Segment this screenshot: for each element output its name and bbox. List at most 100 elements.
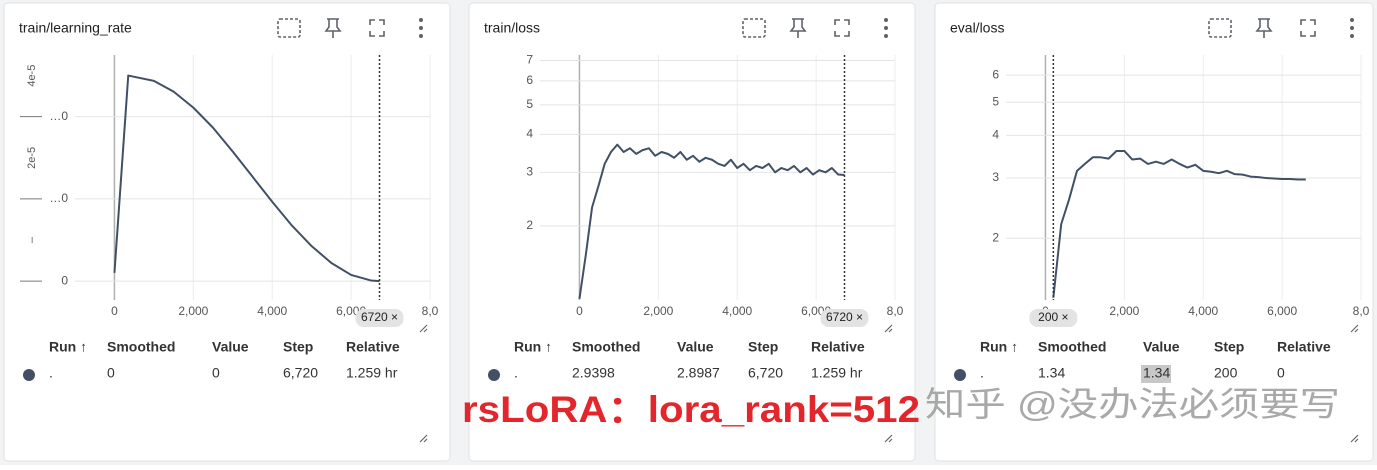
x-tick-label: 2,000 <box>1109 304 1139 318</box>
x-tick-label: 0 <box>111 304 118 318</box>
y-tick-label: …0 <box>49 191 68 205</box>
panel <box>3 2 451 462</box>
x-tick-label: 8,0 <box>1353 304 1370 318</box>
table-cell: 2.8987 <box>677 365 720 381</box>
panel-title: train/loss <box>484 20 540 36</box>
series-line <box>113 74 380 283</box>
y-tick-label: 6 <box>526 73 533 87</box>
menu-dot <box>419 18 423 22</box>
menu-icon[interactable] <box>1350 18 1354 38</box>
panel <box>468 2 916 462</box>
resize-handle <box>1350 324 1359 333</box>
resize-handle <box>1350 434 1359 443</box>
table-header: Relative <box>811 339 865 355</box>
table-header: Step <box>283 339 313 355</box>
x-tick-label: 8,0 <box>887 304 904 318</box>
watermark: 知乎 @没办法必须要写 <box>925 386 1340 424</box>
table-cell: . <box>980 365 984 381</box>
x-tick-label: 2,000 <box>643 304 673 318</box>
y-tick-label: 5 <box>526 97 533 111</box>
table-cell: 1.259 hr <box>811 365 863 381</box>
table-header: Relative <box>1277 339 1331 355</box>
menu-dot <box>1350 26 1354 30</box>
x-tick-label: 0 <box>576 304 583 318</box>
y-tick-label: 4 <box>526 127 533 141</box>
y-tick-label: 3 <box>992 170 999 184</box>
table-cell: . <box>49 365 53 381</box>
table-cell: 6,720 <box>748 365 783 381</box>
x-tick-label: 4,000 <box>257 304 287 318</box>
table-header[interactable]: Run ↑ <box>514 339 552 355</box>
run-swatch <box>488 369 500 381</box>
y-tick-label-rotated: – <box>26 236 38 243</box>
menu-icon[interactable] <box>419 18 423 38</box>
table-cell: 6,720 <box>283 365 318 381</box>
step-marker-chip <box>1029 309 1078 327</box>
y-tick-label: 2 <box>992 230 999 244</box>
table-cell: 0 <box>1277 365 1285 381</box>
series-line <box>1052 149 1306 298</box>
y-tick-label: 5 <box>992 94 999 108</box>
y-tick-label: 6 <box>992 67 999 81</box>
table-cell: 1.34 <box>1038 365 1065 381</box>
panel-title: eval/loss <box>950 20 1004 36</box>
table-header: Smoothed <box>1038 339 1106 355</box>
fullscreen-icon[interactable] <box>369 19 385 37</box>
y-tick-label: 3 <box>526 165 533 179</box>
run-swatch <box>954 369 966 381</box>
y-tick-label-rotated: 2e-5 <box>26 147 38 169</box>
step-marker-label[interactable]: 6720 × <box>826 310 863 324</box>
step-marker-chip <box>820 309 869 327</box>
table-header: Step <box>1214 339 1244 355</box>
table-header: Smoothed <box>107 339 175 355</box>
table-header: Value <box>1143 339 1180 355</box>
table-cell: 1.34 <box>1143 365 1170 381</box>
y-tick-label: …0 <box>49 109 68 123</box>
menu-dot <box>1350 34 1354 38</box>
table-cell: 0 <box>107 365 115 381</box>
step-marker-label[interactable]: 200 × <box>1038 310 1068 324</box>
table-header[interactable]: Run ↑ <box>49 339 87 355</box>
x-tick-label: 8,0 <box>422 304 439 318</box>
menu-icon[interactable] <box>884 18 888 38</box>
pin-icon[interactable] <box>1255 18 1273 38</box>
table-cell: 2.9398 <box>572 365 615 381</box>
series-line <box>578 143 845 299</box>
panel <box>934 2 1374 462</box>
step-marker-label[interactable]: 6720 × <box>361 310 398 324</box>
fullscreen-icon[interactable] <box>1300 19 1316 37</box>
x-tick-label: 2,000 <box>178 304 208 318</box>
fit-icon[interactable] <box>1208 18 1232 38</box>
menu-dot <box>419 34 423 38</box>
toolbar <box>277 18 423 38</box>
resize-handle <box>419 434 428 443</box>
step-marker-chip <box>355 309 404 327</box>
table-cell: . <box>514 365 518 381</box>
pin-icon[interactable] <box>324 18 342 38</box>
menu-dot <box>884 26 888 30</box>
table-header: Step <box>748 339 778 355</box>
resize-handle <box>419 324 428 333</box>
table-header[interactable]: Run ↑ <box>980 339 1018 355</box>
menu-dot <box>884 18 888 22</box>
table-cell: 200 <box>1214 365 1238 381</box>
cell-highlight <box>1141 365 1171 383</box>
pin-icon[interactable] <box>789 18 807 38</box>
x-tick-label: 4,000 <box>1188 304 1218 318</box>
table-cell: 0 <box>212 365 220 381</box>
resize-handle <box>884 434 893 443</box>
fullscreen-icon[interactable] <box>834 19 850 37</box>
fit-icon[interactable] <box>742 18 766 38</box>
annotation: rsLoRA：lora_rank=512 <box>462 389 920 430</box>
table-header: Value <box>212 339 249 355</box>
panel-title: train/learning_rate <box>19 20 132 36</box>
y-tick-label: 0 <box>61 273 68 287</box>
y-tick-label-rotated: 4e-5 <box>26 65 38 87</box>
fit-icon[interactable] <box>277 18 301 38</box>
x-tick-label: 4,000 <box>722 304 752 318</box>
y-tick-label: 4 <box>992 128 999 142</box>
toolbar <box>1208 18 1354 38</box>
table-header: Value <box>677 339 714 355</box>
run-swatch <box>23 369 35 381</box>
